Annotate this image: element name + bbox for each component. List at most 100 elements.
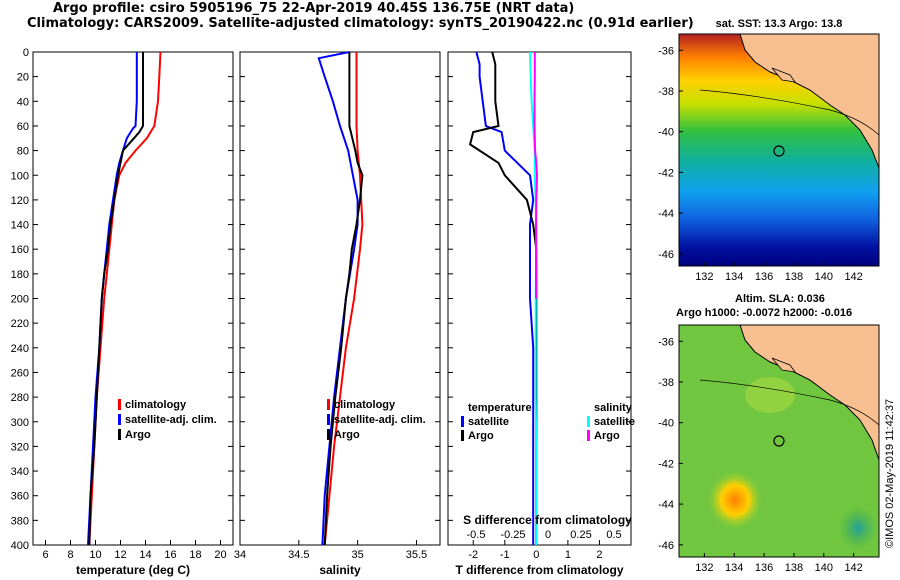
depth-tick-label: 100 — [11, 170, 29, 182]
depth-tick-label: 160 — [11, 244, 29, 256]
diff-legend-label: Argo — [468, 430, 494, 442]
sst-contour — [699, 89, 880, 136]
sla-ytick-label: -44 — [658, 499, 674, 511]
sst-xtick-label: 132 — [695, 271, 713, 283]
depth-tick-label: 20 — [17, 72, 29, 84]
difference-xtick-label: 0 — [533, 549, 539, 561]
depth-tick-label: 320 — [11, 441, 29, 453]
sst-map-frame — [678, 33, 880, 267]
temperature-legend-label: satellite-adj. clim. — [125, 414, 217, 426]
diff-legend-title-salinity: salinity — [594, 402, 633, 414]
sst-xtick-label: 136 — [755, 271, 773, 283]
difference-xtick-label: -2 — [468, 549, 478, 561]
timestamp: ©IMOS 02-May-2019 11:42:37 — [884, 399, 896, 548]
diff-legend-title-temperature: temperature — [468, 402, 532, 414]
depth-tick-label: 0 — [23, 47, 29, 59]
sla-map: Altim. SLA: 0.036 Argo h1000: -0.0072 h2… — [658, 293, 880, 574]
temperature-xtick-label: 6 — [42, 549, 48, 561]
depth-tick-label: 280 — [11, 392, 29, 404]
temperature-legend-swatch — [118, 399, 121, 410]
sst-xtick-label: 138 — [785, 271, 803, 283]
sst-xtick-label: 134 — [725, 271, 743, 283]
salinity-frame — [239, 51, 441, 546]
sla-xtick-label: 140 — [815, 562, 833, 574]
temperature-xlabel: temperature (deg C) — [76, 563, 190, 577]
depth-tick-label: 260 — [11, 367, 29, 379]
temperature-legend-label: climatology — [125, 399, 187, 411]
sla-low-anomaly — [838, 506, 878, 550]
sst-map: sat. SST: 13.3 Argo: 13.8 132 134 136 138 14… — [658, 18, 880, 283]
salinity-series-climatology — [323, 52, 364, 546]
sst-xtick-label: 140 — [815, 271, 833, 283]
difference-series-t-satellite — [475, 51, 535, 545]
diff-x2tick-label: 0.25 — [570, 529, 591, 541]
depth-tick-label: 80 — [17, 146, 29, 158]
sla-title-1: Altim. SLA: 0.036 — [735, 293, 825, 305]
sla-ytick-label: -46 — [658, 540, 674, 552]
diff-legend-swatch — [587, 416, 590, 427]
temperature-xtick-label: 16 — [164, 549, 176, 561]
depth-tick-label: 120 — [11, 195, 29, 207]
sst-ytick-label: -38 — [658, 86, 674, 98]
difference-xtick-label: -1 — [500, 549, 510, 561]
title-line-2: Climatology: CARS2009. Satellite-adjuste… — [27, 16, 694, 31]
diff-x2label: S difference from climatology — [463, 513, 632, 527]
diff-legend-label: Argo — [594, 430, 620, 442]
sst-ytick-label: -44 — [658, 208, 674, 220]
temperature-legend-label: Argo — [125, 429, 151, 441]
sst-title: sat. SST: 13.3 Argo: 13.8 — [716, 18, 843, 30]
difference-panel: -2 -1 0 1 2 T difference from climatology temp… — [447, 51, 635, 577]
sla-xtick-label: 136 — [755, 562, 773, 574]
depth-tick-label: 200 — [11, 294, 29, 306]
temperature-panel: 6 8 10 12 14 16 18 2002040608010012014016018020… — [11, 47, 234, 577]
diff-x2tick-label: -0.5 — [467, 529, 486, 541]
difference-xlabel: T difference from climatology — [455, 563, 623, 577]
salinity-series-argo — [323, 52, 364, 546]
salinity-xtick-label: 34.5 — [288, 549, 309, 561]
title-line-1: Argo profile: csiro 5905196_75 22-Apr-20… — [53, 1, 575, 16]
diff-x2tick-label: 0 — [545, 529, 551, 541]
sla-ytick-label: -36 — [658, 336, 674, 348]
diff-x2tick-label: 0.5 — [606, 529, 621, 541]
diff-legend-swatch — [461, 430, 464, 441]
sla-argo-location — [773, 435, 785, 447]
temperature-frame — [32, 51, 234, 546]
sla-xtick-label: 142 — [844, 562, 862, 574]
sla-y-ticks: -36 -38 -40 -42 -44 -46 — [658, 336, 683, 552]
depth-tick-label: 400 — [11, 540, 29, 552]
sla-title-2: Argo h1000: -0.0072 h2000: -0.016 — [676, 307, 852, 319]
depth-tick-label: 180 — [11, 269, 29, 281]
temperature-xtick-label: 20 — [214, 549, 226, 561]
temperature-xtick-label: 10 — [89, 549, 101, 561]
sst-ytick-label: -46 — [658, 249, 674, 261]
sla-xtick-label: 138 — [785, 562, 803, 574]
sst-ytick-label: -40 — [658, 127, 674, 139]
sla-contour — [699, 379, 880, 426]
diff-x2tick-label: -0.25 — [500, 529, 525, 541]
sst-y-ticks: -36 -38 -40 -42 -44 -46 — [658, 45, 683, 261]
sla-high-anomaly — [707, 470, 763, 530]
salinity-legend-swatch — [327, 399, 330, 410]
diff-legend-label: satellite — [468, 416, 509, 428]
salinity-legend-swatch — [327, 429, 330, 440]
depth-tick-label: 240 — [11, 343, 29, 355]
depth-tick-label: 60 — [17, 121, 29, 133]
temperature-xtick-label: 8 — [67, 549, 73, 561]
depth-tick-label: 300 — [11, 417, 29, 429]
sla-xtick-label: 134 — [725, 562, 743, 574]
sst-land-kangaroo-island — [771, 67, 796, 83]
sst-x-ticks: 132 134 136 138 140 142 — [695, 262, 863, 283]
difference-xtick-label: 2 — [596, 549, 602, 561]
temperature-xtick-label: 14 — [139, 549, 151, 561]
sla-ytick-label: -38 — [658, 377, 674, 389]
sst-xtick-label: 142 — [844, 271, 862, 283]
difference-frame — [447, 51, 632, 546]
salinity-legend-swatch — [327, 414, 330, 425]
temperature-xtick-label: 12 — [114, 549, 126, 561]
depth-tick-label: 140 — [11, 220, 29, 232]
salinity-xtick-label: 35.5 — [406, 549, 427, 561]
sla-ytick-label: -42 — [658, 458, 674, 470]
difference-series-s-argo — [533, 52, 539, 299]
diff-legend-swatch — [587, 430, 590, 441]
salinity-panel: 34 34.5 35 35.5 salinity climatology satellite… — [234, 51, 441, 577]
